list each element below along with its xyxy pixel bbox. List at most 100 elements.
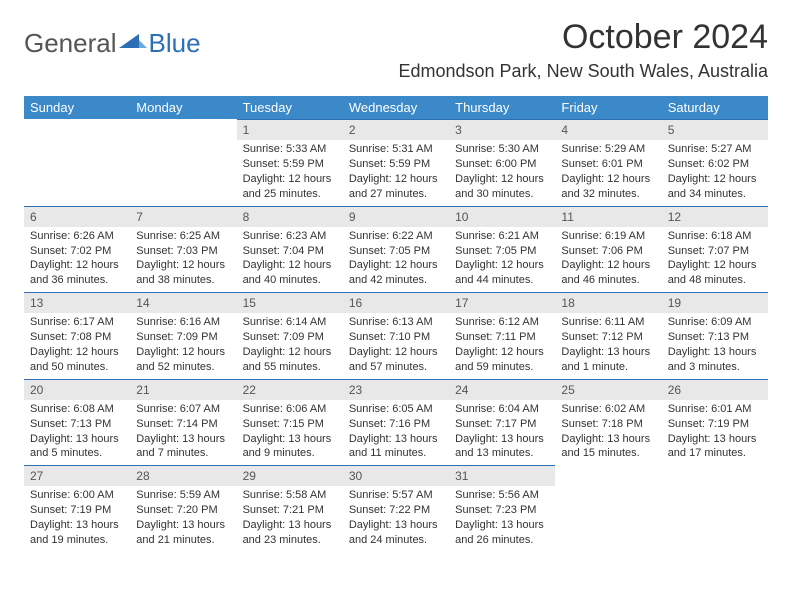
- calendar-cell: 22Sunrise: 6:06 AMSunset: 7:15 PMDayligh…: [237, 379, 343, 466]
- day-number: 24: [449, 379, 555, 400]
- daylight-line: Daylight: 12 hours and 55 minutes.: [243, 345, 337, 375]
- sunset-line: Sunset: 7:21 PM: [243, 503, 337, 518]
- day-content: Sunrise: 6:22 AMSunset: 7:05 PMDaylight:…: [343, 227, 449, 292]
- calendar-cell: 27Sunrise: 6:00 AMSunset: 7:19 PMDayligh…: [24, 465, 130, 552]
- calendar-cell: 5Sunrise: 5:27 AMSunset: 6:02 PMDaylight…: [662, 119, 768, 206]
- day-number: 27: [24, 465, 130, 486]
- sunrise-line: Sunrise: 6:19 AM: [561, 229, 655, 244]
- day-content: Sunrise: 5:58 AMSunset: 7:21 PMDaylight:…: [237, 486, 343, 551]
- day-number: 11: [555, 206, 661, 227]
- weekday-row: SundayMondayTuesdayWednesdayThursdayFrid…: [24, 96, 768, 119]
- calendar-cell: 21Sunrise: 6:07 AMSunset: 7:14 PMDayligh…: [130, 379, 236, 466]
- day-number: 6: [24, 206, 130, 227]
- daylight-line: Daylight: 13 hours and 9 minutes.: [243, 432, 337, 462]
- day-number: 30: [343, 465, 449, 486]
- calendar-cell: 19Sunrise: 6:09 AMSunset: 7:13 PMDayligh…: [662, 292, 768, 379]
- day-content: Sunrise: 5:30 AMSunset: 6:00 PMDaylight:…: [449, 140, 555, 205]
- day-number: 25: [555, 379, 661, 400]
- day-number: 8: [237, 206, 343, 227]
- location: Edmondson Park, New South Wales, Austral…: [398, 61, 768, 82]
- sunset-line: Sunset: 7:11 PM: [455, 330, 549, 345]
- day-content: Sunrise: 6:04 AMSunset: 7:17 PMDaylight:…: [449, 400, 555, 465]
- calendar-cell: 12Sunrise: 6:18 AMSunset: 7:07 PMDayligh…: [662, 206, 768, 293]
- calendar-cell: ..: [130, 119, 236, 206]
- calendar-cell: 28Sunrise: 5:59 AMSunset: 7:20 PMDayligh…: [130, 465, 236, 552]
- daylight-line: Daylight: 12 hours and 50 minutes.: [30, 345, 124, 375]
- day-content: Sunrise: 6:02 AMSunset: 7:18 PMDaylight:…: [555, 400, 661, 465]
- calendar-row: 13Sunrise: 6:17 AMSunset: 7:08 PMDayligh…: [24, 292, 768, 379]
- calendar-cell: 8Sunrise: 6:23 AMSunset: 7:04 PMDaylight…: [237, 206, 343, 293]
- daylight-line: Daylight: 13 hours and 11 minutes.: [349, 432, 443, 462]
- sunrise-line: Sunrise: 5:59 AM: [136, 488, 230, 503]
- day-content: Sunrise: 6:00 AMSunset: 7:19 PMDaylight:…: [24, 486, 130, 551]
- sunrise-line: Sunrise: 6:12 AM: [455, 315, 549, 330]
- day-number: 23: [343, 379, 449, 400]
- sunrise-line: Sunrise: 5:33 AM: [243, 142, 337, 157]
- day-number: 26: [662, 379, 768, 400]
- daylight-line: Daylight: 12 hours and 46 minutes.: [561, 258, 655, 288]
- day-content: Sunrise: 6:26 AMSunset: 7:02 PMDaylight:…: [24, 227, 130, 292]
- sunrise-line: Sunrise: 6:17 AM: [30, 315, 124, 330]
- sunrise-line: Sunrise: 6:01 AM: [668, 402, 762, 417]
- day-content: Sunrise: 5:29 AMSunset: 6:01 PMDaylight:…: [555, 140, 661, 205]
- calendar-cell: 7Sunrise: 6:25 AMSunset: 7:03 PMDaylight…: [130, 206, 236, 293]
- sunrise-line: Sunrise: 5:27 AM: [668, 142, 762, 157]
- logo: General Blue: [24, 28, 201, 59]
- sunrise-line: Sunrise: 6:11 AM: [561, 315, 655, 330]
- calendar-cell: 24Sunrise: 6:04 AMSunset: 7:17 PMDayligh…: [449, 379, 555, 466]
- calendar-cell: 23Sunrise: 6:05 AMSunset: 7:16 PMDayligh…: [343, 379, 449, 466]
- day-number: 17: [449, 292, 555, 313]
- sunset-line: Sunset: 7:14 PM: [136, 417, 230, 432]
- weekday-header: Wednesday: [343, 96, 449, 119]
- day-content: Sunrise: 6:08 AMSunset: 7:13 PMDaylight:…: [24, 400, 130, 465]
- sunrise-line: Sunrise: 6:26 AM: [30, 229, 124, 244]
- day-number: 13: [24, 292, 130, 313]
- calendar-cell: 15Sunrise: 6:14 AMSunset: 7:09 PMDayligh…: [237, 292, 343, 379]
- day-content: Sunrise: 6:17 AMSunset: 7:08 PMDaylight:…: [24, 313, 130, 378]
- day-number: 7: [130, 206, 236, 227]
- daylight-line: Daylight: 13 hours and 24 minutes.: [349, 518, 443, 548]
- day-content: Sunrise: 5:31 AMSunset: 5:59 PMDaylight:…: [343, 140, 449, 205]
- sunset-line: Sunset: 7:22 PM: [349, 503, 443, 518]
- calendar-cell: 26Sunrise: 6:01 AMSunset: 7:19 PMDayligh…: [662, 379, 768, 466]
- day-number: 14: [130, 292, 236, 313]
- sunset-line: Sunset: 7:07 PM: [668, 244, 762, 259]
- day-content: Sunrise: 6:21 AMSunset: 7:05 PMDaylight:…: [449, 227, 555, 292]
- calendar-cell: 17Sunrise: 6:12 AMSunset: 7:11 PMDayligh…: [449, 292, 555, 379]
- day-number: 10: [449, 206, 555, 227]
- calendar-cell: 25Sunrise: 6:02 AMSunset: 7:18 PMDayligh…: [555, 379, 661, 466]
- daylight-line: Daylight: 13 hours and 19 minutes.: [30, 518, 124, 548]
- day-content: Sunrise: 6:19 AMSunset: 7:06 PMDaylight:…: [555, 227, 661, 292]
- sunset-line: Sunset: 7:04 PM: [243, 244, 337, 259]
- sunset-line: Sunset: 7:19 PM: [668, 417, 762, 432]
- weekday-header: Tuesday: [237, 96, 343, 119]
- sunrise-line: Sunrise: 6:14 AM: [243, 315, 337, 330]
- daylight-line: Daylight: 12 hours and 40 minutes.: [243, 258, 337, 288]
- day-number: 4: [555, 119, 661, 140]
- sunset-line: Sunset: 7:19 PM: [30, 503, 124, 518]
- day-content: Sunrise: 6:23 AMSunset: 7:04 PMDaylight:…: [237, 227, 343, 292]
- daylight-line: Daylight: 13 hours and 13 minutes.: [455, 432, 549, 462]
- sunrise-line: Sunrise: 6:04 AM: [455, 402, 549, 417]
- calendar-row: ....1Sunrise: 5:33 AMSunset: 5:59 PMDayl…: [24, 119, 768, 206]
- sunset-line: Sunset: 7:12 PM: [561, 330, 655, 345]
- sunrise-line: Sunrise: 6:07 AM: [136, 402, 230, 417]
- calendar-page: General Blue October 2024 Edmondson Park…: [0, 0, 792, 612]
- calendar-cell: ..: [555, 465, 661, 552]
- calendar-cell: ..: [662, 465, 768, 552]
- day-number: 5: [662, 119, 768, 140]
- daylight-line: Daylight: 12 hours and 38 minutes.: [136, 258, 230, 288]
- sunset-line: Sunset: 7:18 PM: [561, 417, 655, 432]
- day-number: 2: [343, 119, 449, 140]
- day-number: 28: [130, 465, 236, 486]
- sunset-line: Sunset: 7:02 PM: [30, 244, 124, 259]
- weekday-header: Thursday: [449, 96, 555, 119]
- month-title: October 2024: [398, 18, 768, 57]
- day-number: 15: [237, 292, 343, 313]
- calendar-table: SundayMondayTuesdayWednesdayThursdayFrid…: [24, 96, 768, 552]
- day-content: Sunrise: 6:09 AMSunset: 7:13 PMDaylight:…: [662, 313, 768, 378]
- day-number: 18: [555, 292, 661, 313]
- day-content: Sunrise: 6:01 AMSunset: 7:19 PMDaylight:…: [662, 400, 768, 465]
- sunset-line: Sunset: 7:05 PM: [349, 244, 443, 259]
- day-number: 9: [343, 206, 449, 227]
